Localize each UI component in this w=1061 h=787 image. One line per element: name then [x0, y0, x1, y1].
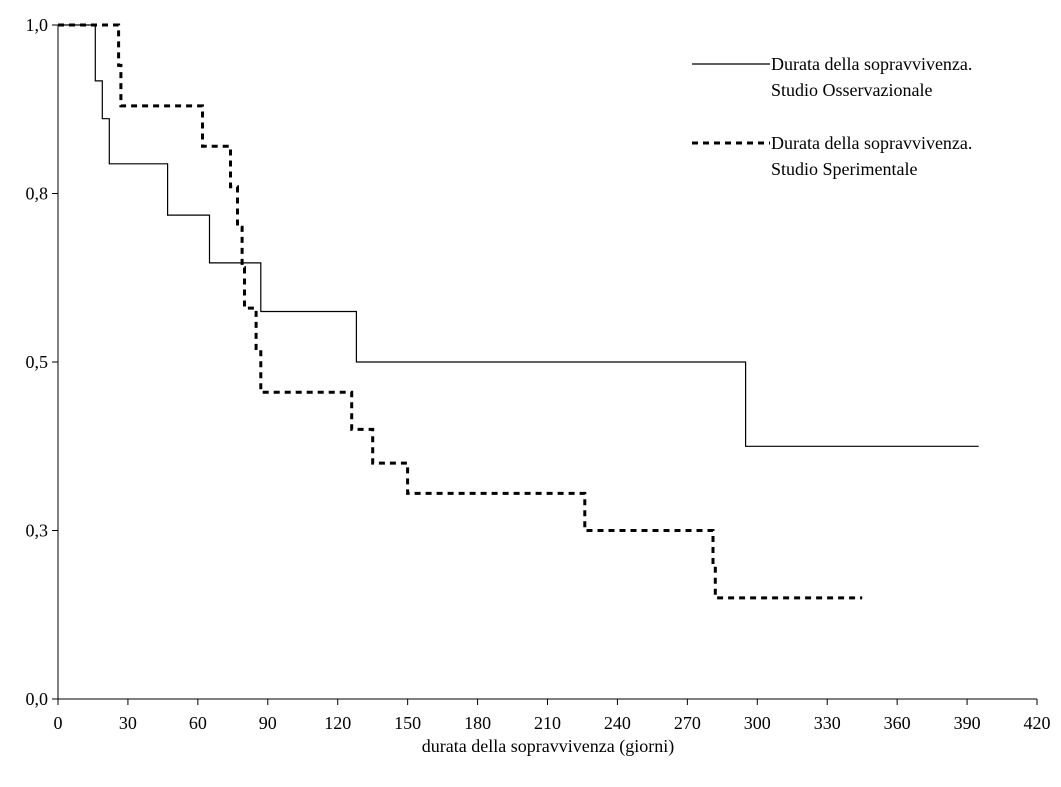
y-tick-label: 1,0 — [26, 15, 49, 35]
legend: Durata della sopravvivenza. Studio Osserv… — [692, 54, 972, 179]
x-tick-label: 90 — [259, 713, 277, 733]
x-tick-label: 390 — [954, 713, 981, 733]
x-tick-label: 330 — [814, 713, 841, 733]
x-tick-label: 240 — [604, 713, 631, 733]
y-tick-label: 0,0 — [26, 689, 49, 709]
series-layer — [58, 23, 979, 600]
legend-label: Durata della sopravvivenza. — [771, 133, 972, 153]
x-tick-label: 60 — [189, 713, 207, 733]
x-tick-label: 210 — [534, 713, 561, 733]
y-tick-label: 0,5 — [26, 352, 49, 372]
legend-label: Studio Sperimentale — [771, 159, 917, 179]
x-axis-label: durata della sopravvivenza (giorni) — [422, 736, 674, 757]
y-tick-label: 0,8 — [26, 184, 49, 204]
x-tick-label: 270 — [674, 713, 701, 733]
axes: 0,0 0,3 0,5 0,8 1,0 0 30 60 90 120 150 180 210 240 270… — [26, 15, 1051, 733]
x-tick-label: 150 — [394, 713, 421, 733]
series-sperimentale-line — [58, 23, 863, 600]
series-osservazionale-line — [58, 24, 979, 447]
x-tick-label: 180 — [464, 713, 491, 733]
x-tick-label: 420 — [1024, 713, 1051, 733]
x-tick-label: 120 — [324, 713, 351, 733]
legend-label: Studio Osservazionale — [771, 80, 932, 100]
x-tick-label: 0 — [54, 713, 63, 733]
y-tick-label: 0,3 — [26, 521, 49, 541]
x-tick-label: 300 — [744, 713, 771, 733]
x-tick-label: 30 — [119, 713, 137, 733]
legend-label: Durata della sopravvivenza. — [771, 54, 972, 74]
x-tick-label: 360 — [884, 713, 911, 733]
